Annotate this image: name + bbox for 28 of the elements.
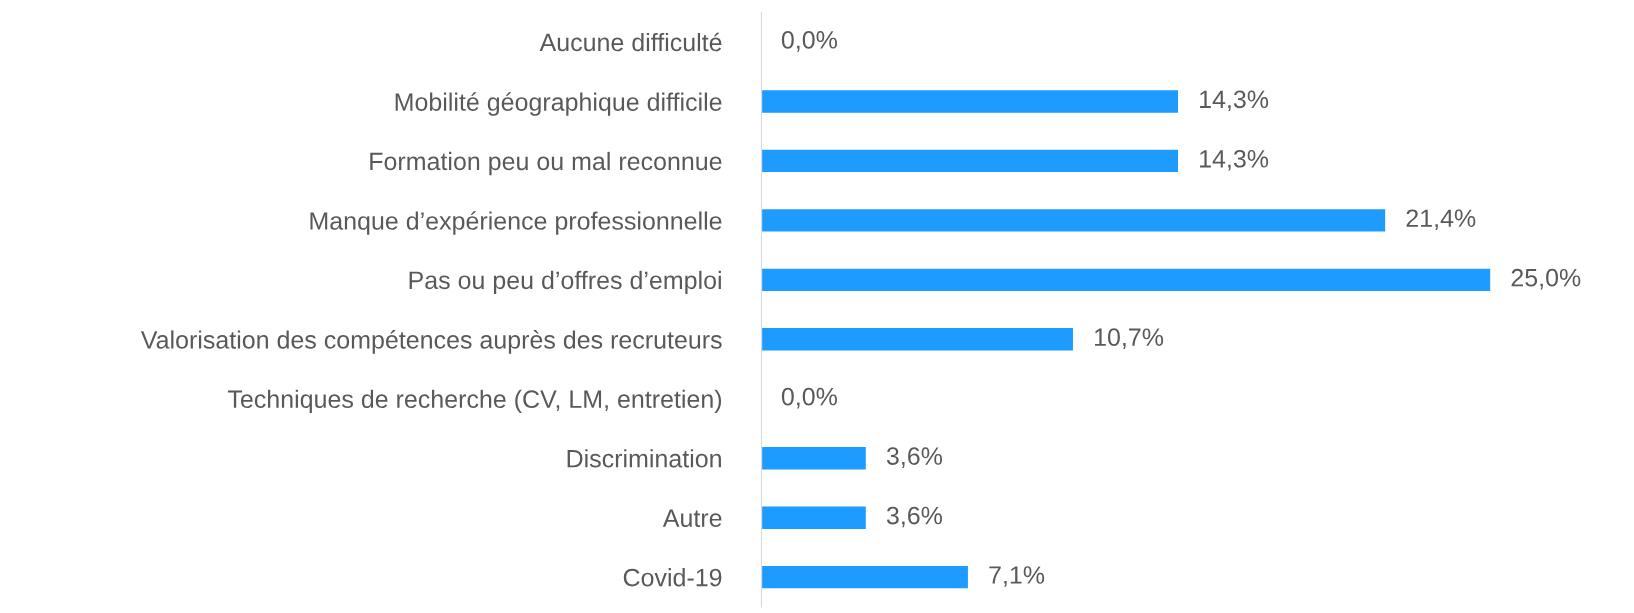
bar bbox=[761, 267, 1492, 293]
bar bbox=[761, 88, 1180, 115]
y-tick-label: Techniques de recherche (CV, LM, entretien) bbox=[227, 389, 722, 413]
bar bbox=[761, 148, 1180, 174]
data-label: 0,0% bbox=[781, 31, 837, 52]
data-label: 14,3% bbox=[1200, 90, 1269, 112]
bar bbox=[761, 207, 1387, 233]
y-tick-label: Discrimination bbox=[567, 449, 721, 468]
bar bbox=[761, 564, 970, 590]
y-tick-label: Autre bbox=[662, 509, 722, 527]
y-tick-label: Aucune difficulté bbox=[539, 32, 722, 52]
bar bbox=[761, 326, 1075, 352]
y-tick-label: Pas ou peu d’offres d’emploi bbox=[409, 270, 721, 295]
y-tick-label: Manque d’expérience professionnelle bbox=[310, 211, 722, 235]
y-tick-label: Formation peu ou mal reconnue bbox=[370, 151, 722, 176]
bar bbox=[761, 445, 868, 471]
data-label: 3,6% bbox=[886, 506, 943, 528]
data-label: 25,0% bbox=[1511, 268, 1581, 290]
y-tick-label: Covid-19 bbox=[623, 568, 722, 587]
data-label: 3,6% bbox=[886, 447, 943, 468]
y-tick-label: Mobilité géographique difficile bbox=[395, 92, 722, 116]
data-label: 21,4% bbox=[1406, 209, 1476, 231]
bar bbox=[761, 505, 868, 531]
data-label: 10,7% bbox=[1095, 328, 1164, 349]
data-label: 7,1% bbox=[989, 566, 1045, 587]
data-label: 14,3% bbox=[1200, 149, 1269, 171]
data-label: 0,0% bbox=[781, 387, 837, 409]
y-tick-label: Valorisation des compétences auprès des recruteurs bbox=[140, 330, 722, 354]
